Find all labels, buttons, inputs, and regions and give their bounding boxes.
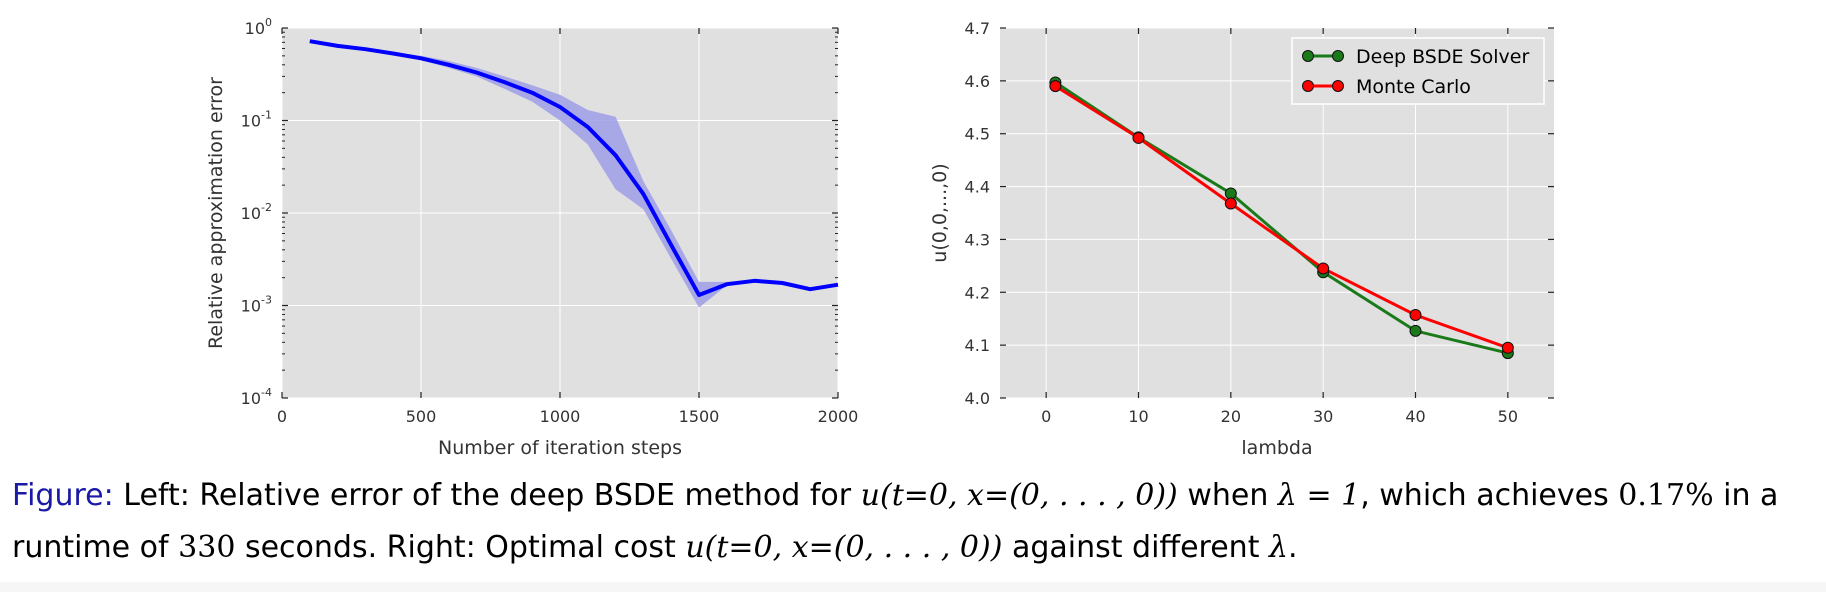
caption-text-3: , which achieves <box>1360 478 1609 513</box>
x-tick-label: 0 <box>277 407 287 426</box>
caption-text-1: Left: Relative error of the deep BSDE me… <box>123 478 852 513</box>
data-point-monte-carlo <box>1317 262 1330 275</box>
x-axis-label: Number of iteration steps <box>438 437 682 459</box>
legend-label-deep-bsde: Deep BSDE Solver <box>1356 46 1529 68</box>
y-axis-label: Relative approximation error <box>205 77 227 349</box>
y-tick-base: 10 <box>241 204 261 223</box>
caption-text-2: when <box>1187 478 1269 513</box>
legend-marker <box>1302 50 1314 62</box>
legend-box <box>1291 37 1545 105</box>
legend-marker <box>1332 50 1344 62</box>
data-point-monte-carlo <box>1501 341 1514 354</box>
caption-math-4: λ <box>1269 530 1289 565</box>
x-tick-label: 20 <box>1221 407 1241 426</box>
y-tick-label: 10-1 <box>241 109 272 131</box>
x-tick-label: 30 <box>1313 407 1333 426</box>
y-tick-base: 10 <box>241 389 261 408</box>
x-axis-label: lambda <box>1241 437 1312 459</box>
caption-math-2: λ = 1 <box>1277 478 1361 513</box>
figure-label: Figure: <box>12 478 114 513</box>
x-tick-label: 500 <box>406 407 437 426</box>
caption-math-3: u(t=0, x=(0, . . . , 0)) <box>685 530 1003 565</box>
y-tick-label: 10-3 <box>241 294 272 316</box>
charts-svg: 0 500 1000 1500 200010-410-310-210-1100Numbe… <box>205 16 1554 459</box>
y-tick-label: 4.7 <box>965 19 990 38</box>
y-tick-label: 4.3 <box>965 230 990 249</box>
caption-num-2: 330 <box>178 530 236 565</box>
x-tick-label: 1500 <box>679 407 720 426</box>
figure-caption: Figure: Left: Relative error of the deep… <box>12 470 1812 574</box>
y-tick-base: 10 <box>241 297 261 316</box>
data-point-deep-bsde <box>1224 187 1237 200</box>
y-tick-label: 4.0 <box>965 389 990 408</box>
y-tick-label: 4.6 <box>965 72 990 91</box>
y-tick-label: 100 <box>245 16 272 38</box>
x-tick-label: 0 <box>1041 407 1051 426</box>
x-tick-label: 2000 <box>818 407 859 426</box>
x-tick-label: 1000 <box>540 407 581 426</box>
bottom-strip <box>0 582 1826 592</box>
figure-panels: 0 500 1000 1500 2000 10-4 10-3 10-2 10-1 100 Numbe… <box>205 16 1554 459</box>
y-tick-exponent: 0 <box>265 16 272 29</box>
y-tick-exponent: -2 <box>261 201 272 214</box>
legend-marker <box>1332 80 1344 92</box>
caption-text-7: . <box>1288 530 1298 565</box>
data-point-monte-carlo <box>1132 131 1145 144</box>
data-point-monte-carlo <box>1224 197 1237 210</box>
caption-num-1: 0.17% <box>1618 478 1714 513</box>
y-tick-exponent: -3 <box>261 294 272 307</box>
y-tick-label: 4.4 <box>965 178 990 197</box>
y-tick-label: 4.5 <box>965 125 990 144</box>
error-line <box>309 39 839 297</box>
caption-text-6: against different <box>1011 530 1260 565</box>
data-point-monte-carlo <box>1049 80 1062 93</box>
y-tick-label: 10-4 <box>241 386 272 408</box>
y-tick-exponent: -1 <box>261 109 272 122</box>
caption-text-5: seconds. Right: Optimal cost <box>244 530 676 565</box>
y-tick-exponent: -4 <box>261 386 272 399</box>
caption-math-1: u(t=0, x=(0, . . . , 0)) <box>860 478 1178 513</box>
y-tick-base: 10 <box>241 112 261 131</box>
caption-text-4: in a runtime of <box>12 478 1779 565</box>
y-tick-base: 10 <box>245 19 265 38</box>
y-axis-label: u(0,0,...,0) <box>929 163 951 262</box>
data-point-monte-carlo <box>1409 309 1422 322</box>
x-tick-label: 50 <box>1498 407 1518 426</box>
y-tick-label: 4.2 <box>965 283 990 302</box>
y-tick-label: 4.1 <box>965 336 990 355</box>
series-line-monte-carlo <box>1054 84 1509 350</box>
legend-label-monte-carlo: Monte Carlo <box>1356 76 1471 98</box>
x-tick-label: 40 <box>1405 407 1425 426</box>
legend-marker <box>1302 80 1314 92</box>
y-tick-label: 10-2 <box>241 201 272 223</box>
x-tick-label: 10 <box>1128 407 1148 426</box>
data-point-deep-bsde <box>1409 324 1422 337</box>
